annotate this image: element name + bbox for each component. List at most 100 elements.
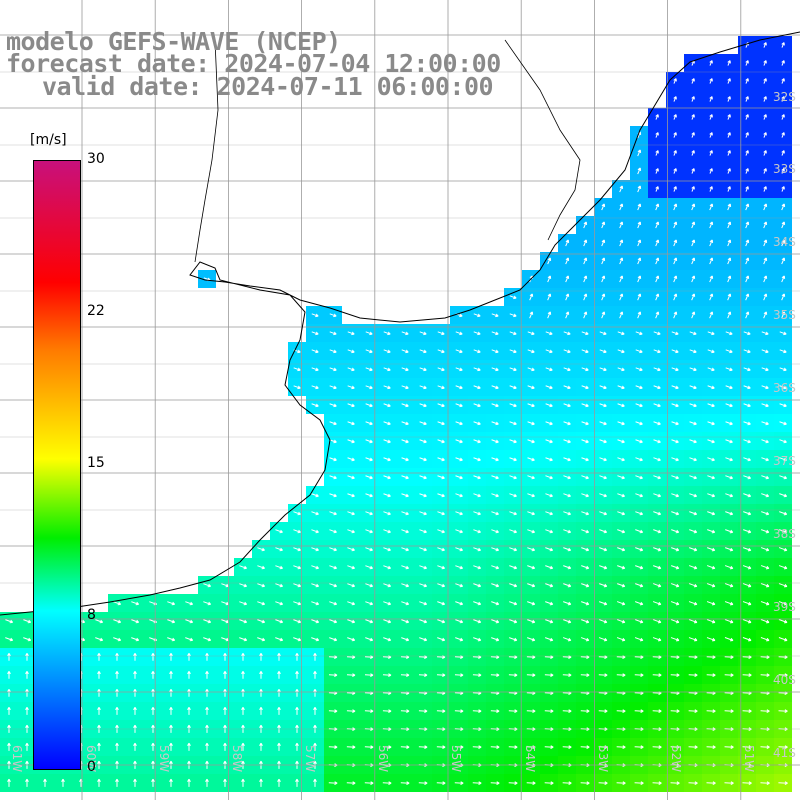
wind-arrow: [473, 331, 481, 336]
wind-arrow: [295, 653, 299, 661]
wind-arrow: [562, 745, 572, 749]
wind-arrow: [707, 385, 715, 390]
wind-arrow: [527, 457, 535, 462]
wind-arrow: [689, 475, 697, 480]
wind-arrow: [688, 619, 698, 624]
longitude-label: 52W: [669, 745, 683, 772]
wind-arrow: [691, 203, 696, 211]
wind-arrow: [745, 168, 749, 174]
wind-arrow: [779, 403, 787, 408]
wind-arrow: [619, 185, 624, 193]
wind-arrow: [347, 457, 355, 462]
wind-arrow: [599, 529, 608, 534]
wind-arrow: [223, 742, 227, 751]
wind-arrow: [601, 257, 606, 265]
wind-arrow: [761, 421, 769, 426]
wind-arrow: [329, 349, 337, 354]
wind-arrow: [616, 583, 626, 588]
wind-arrow: [115, 778, 119, 787]
wind-arrow: [745, 78, 749, 84]
wind-arrow: [293, 637, 302, 642]
wind-arrow: [455, 547, 463, 552]
wind-arrow: [509, 421, 517, 426]
wind-arrow: [329, 313, 337, 318]
wind-arrow: [365, 439, 373, 444]
wind-arrow: [527, 493, 535, 498]
wind-arrow: [635, 475, 643, 480]
wind-arrow: [670, 619, 680, 624]
wind-arrow: [724, 583, 734, 588]
wind-arrow: [724, 547, 734, 552]
wind-arrow: [187, 688, 191, 697]
wind-arrow: [563, 583, 572, 588]
wind-arrow: [293, 583, 302, 588]
valid-date: valid date: 2024-07-11 06:00:00: [42, 72, 494, 101]
wind-arrow: [727, 221, 732, 229]
wind-arrow: [689, 367, 697, 372]
wind-arrow: [689, 457, 697, 462]
wind-arrow: [419, 547, 427, 552]
wind-arrow: [473, 565, 482, 570]
wind-arrow: [239, 637, 248, 642]
wind-arrow: [779, 529, 788, 534]
wind-arrow: [329, 331, 337, 336]
wind-arrow: [545, 475, 553, 480]
wind-arrow: [383, 439, 391, 444]
wind-arrow: [455, 385, 463, 390]
wind-arrow: [275, 547, 283, 552]
model-title: modelo GEFS-WAVE (NCEP): [6, 27, 341, 56]
wind-arrow: [673, 257, 678, 265]
wind-arrow: [383, 565, 391, 570]
wind-arrow: [277, 778, 281, 787]
wind-arrow: [563, 403, 571, 408]
wind-arrow: [383, 601, 392, 606]
wind-arrow: [508, 781, 518, 785]
wind-arrow: [313, 742, 317, 751]
wind-arrow: [781, 203, 786, 211]
wind-arrow: [691, 186, 695, 192]
wind-arrow: [637, 221, 642, 229]
wind-arrow: [673, 96, 677, 102]
wind-arrow: [653, 439, 661, 444]
wind-arrow: [383, 547, 391, 552]
wind-arrow: [509, 349, 517, 354]
wind-arrow: [635, 493, 643, 498]
wind-arrow: [781, 293, 786, 301]
wind-arrow: [653, 421, 661, 426]
wind-arrow: [670, 601, 680, 606]
wind-arrow: [563, 457, 571, 462]
wind-arrow: [725, 493, 734, 498]
wind-arrow: [25, 706, 29, 715]
colorbar-unit: [m/s]: [30, 132, 67, 148]
wind-arrow: [419, 601, 428, 606]
wind-arrow: [691, 168, 695, 174]
wind-arrow: [509, 313, 517, 318]
wind-arrow: [599, 511, 608, 516]
wind-arrow: [637, 167, 642, 175]
wind-arrow: [635, 547, 644, 552]
wind-arrow: [25, 653, 29, 661]
wind-arrow: [454, 673, 464, 677]
wind-arrow: [745, 114, 749, 120]
wind-arrow: [151, 653, 155, 661]
wind-arrow: [454, 745, 464, 749]
wind-arrow: [761, 385, 769, 390]
wind-arrow: [437, 619, 446, 624]
wind-arrow: [655, 186, 659, 192]
wind-arrow: [652, 745, 662, 749]
wind-arrow: [709, 60, 713, 66]
wind-arrow: [472, 673, 482, 677]
wind-arrow: [619, 239, 624, 247]
wind-arrow: [652, 619, 662, 624]
wind-arrow: [727, 311, 732, 319]
wind-arrow: [313, 706, 317, 715]
wind-arrow: [545, 511, 553, 516]
wind-arrow: [581, 367, 589, 372]
wind-arrow: [743, 511, 752, 516]
wind-arrow: [637, 293, 642, 301]
wind-arrow: [781, 221, 786, 229]
wind-arrow: [364, 709, 374, 713]
wind-arrow: [778, 583, 788, 588]
wind-arrow: [295, 742, 299, 751]
wind-arrow: [670, 673, 680, 677]
